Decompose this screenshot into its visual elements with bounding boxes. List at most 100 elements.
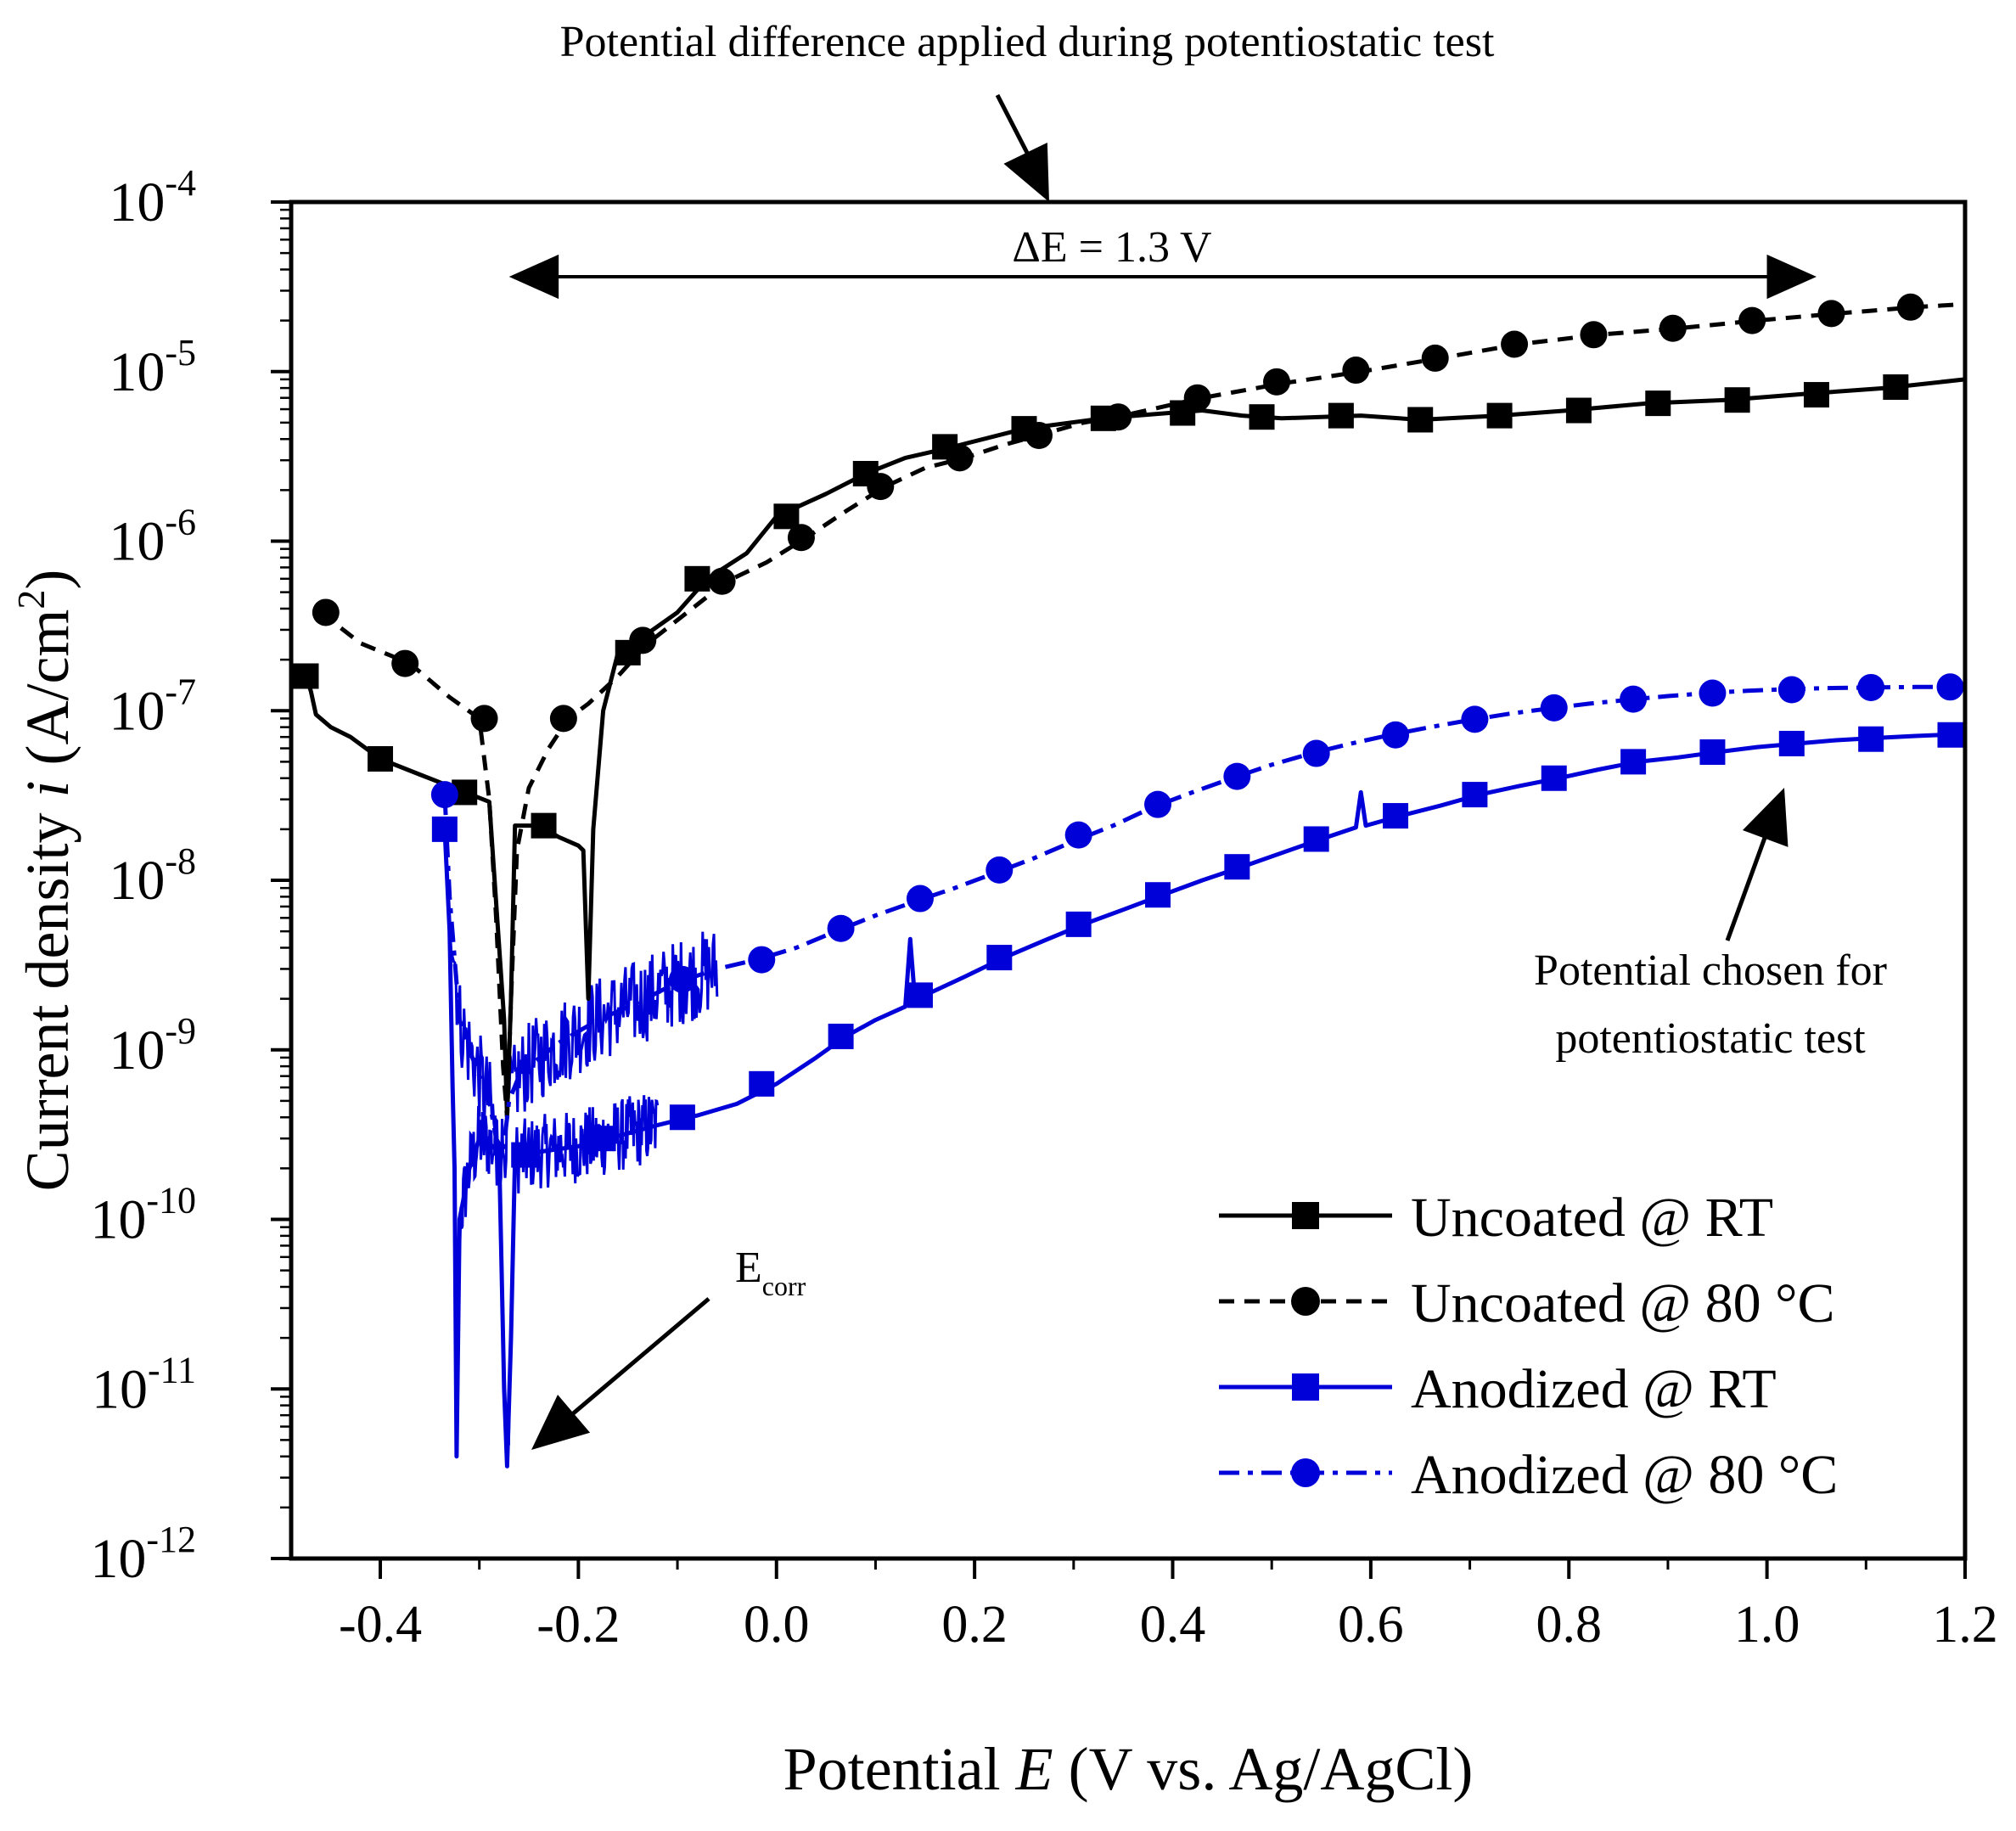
y-axis-title-italic: i [14,780,81,797]
x-tick-label: 0.0 [744,1596,810,1654]
legend: Uncoated @ RT Uncoated @ 80 °C Anodized @ … [1219,1187,1838,1506]
x-axis-title-part: Potential [783,1735,1016,1803]
marker-square [1699,739,1726,766]
y-axis-title-part: ) [14,570,81,590]
marker-circle [906,885,934,913]
delta-e-label: ΔE = 1.3 V [1012,223,1211,272]
marker-square [1486,402,1513,429]
x-tick-label: 0.8 [1536,1596,1603,1654]
marker-circle [1104,403,1132,431]
marker-square [1724,387,1750,413]
ecorr-subscript: corr [762,1271,806,1301]
marker-square [1883,374,1909,401]
marker-square [1249,404,1275,430]
x-axis-title: Potential E (V vs. Ag/AgCl) [783,1735,1474,1803]
marker-circle [1777,676,1805,704]
marker-square [1937,722,1963,748]
marker-square [773,503,800,530]
noise-trace-1 [448,919,660,1453]
legend-entry-2: Uncoated @ 80 °C [1219,1272,1835,1334]
marker-square [1145,882,1171,908]
legend-label: Uncoated @ RT [1411,1187,1773,1249]
marker-square [1620,749,1647,775]
y-tick-exponent: -6 [165,502,196,543]
y-axis-title-part: Current density [14,798,81,1192]
series-layer [293,293,1966,1469]
top-annotation-arrowhead [1003,143,1049,202]
y-axis-title-sup: 2 [9,590,53,609]
chosen-potential-text-1: Potential chosen for [1534,946,1887,995]
series-line-3 [442,732,1966,1469]
x-tick-label: 0.6 [1338,1596,1404,1654]
marker-circle [708,567,736,595]
series-2 [312,293,1966,1120]
marker-circle [1342,357,1370,385]
y-tick-exponent: -5 [165,332,196,374]
series-1 [293,374,1966,1120]
marker-circle [1302,739,1330,767]
x-tick-label: -0.2 [536,1596,620,1654]
marker-square [1778,730,1805,756]
y-axis-title-part: (A/cm [14,609,81,781]
marker-circle [1540,694,1568,722]
marker-circle [1896,293,1924,321]
ecorr-base: E [735,1244,762,1292]
marker-square [749,1070,775,1097]
marker-square [590,1126,616,1152]
marker-square [1803,382,1829,408]
y-tick-exponent: -9 [165,1010,196,1052]
marker-circle [1659,314,1687,342]
marker-circle [312,598,340,626]
y-tick-exponent: -12 [146,1519,196,1560]
annotation-layer: Potential difference applied during pote… [508,18,1887,1450]
x-axis-title-part: (V vs. Ag/AgCl) [1053,1735,1474,1803]
marker-circle [1025,422,1053,450]
x-tick-label: -0.4 [339,1596,422,1654]
marker-circle [748,946,776,974]
marker-circle [1461,705,1489,733]
marker-square [1303,826,1329,852]
marker-circle [629,626,657,654]
y-tick-exponent: -10 [146,1180,196,1222]
marker-circle [986,856,1014,884]
marker-circle [827,914,855,942]
marker-circle [946,444,974,472]
marker-circle [470,705,498,733]
y-tick-exponent: -11 [148,1349,196,1390]
ecorr-label: Ecorr [735,1244,806,1301]
marker-circle [787,524,815,552]
legend-marker-circle [1291,1287,1320,1316]
marker-square [431,816,458,842]
marker-square [1328,402,1354,429]
marker-square [1565,397,1592,424]
x-tick-label: 1.0 [1734,1596,1800,1654]
marker-circle [1936,673,1964,701]
ecorr-arrowhead [531,1395,591,1450]
marker-circle [1223,762,1251,790]
x-axis-title-italic: E [1015,1735,1053,1803]
legend-label: Uncoated @ 80 °C [1411,1272,1835,1334]
marker-square [368,745,394,772]
delta-e-arrowhead-right [1766,254,1817,300]
legend-marker-square [1292,1202,1319,1229]
marker-square [1858,726,1884,752]
x-tick-label: 1.2 [1932,1596,1998,1654]
marker-circle [1263,368,1291,396]
marker-circle [668,965,696,993]
marker-circle [1501,330,1529,358]
marker-circle [867,473,895,501]
legend-label: Anodized @ 80 °C [1411,1444,1838,1506]
chosen-potential-arrowhead [1742,788,1789,847]
legend-entry-4: Anodized @ 80 °C [1219,1444,1838,1506]
marker-square [293,663,319,689]
y-tick-exponent: -8 [165,840,196,882]
marker-square [907,982,933,1008]
legend-marker-circle [1291,1458,1320,1487]
marker-circle [549,705,577,733]
ecorr-arrow [559,1297,710,1426]
x-tick-label: 0.2 [941,1596,1008,1654]
marker-square [531,812,557,839]
series-line-2 [319,301,1966,1120]
